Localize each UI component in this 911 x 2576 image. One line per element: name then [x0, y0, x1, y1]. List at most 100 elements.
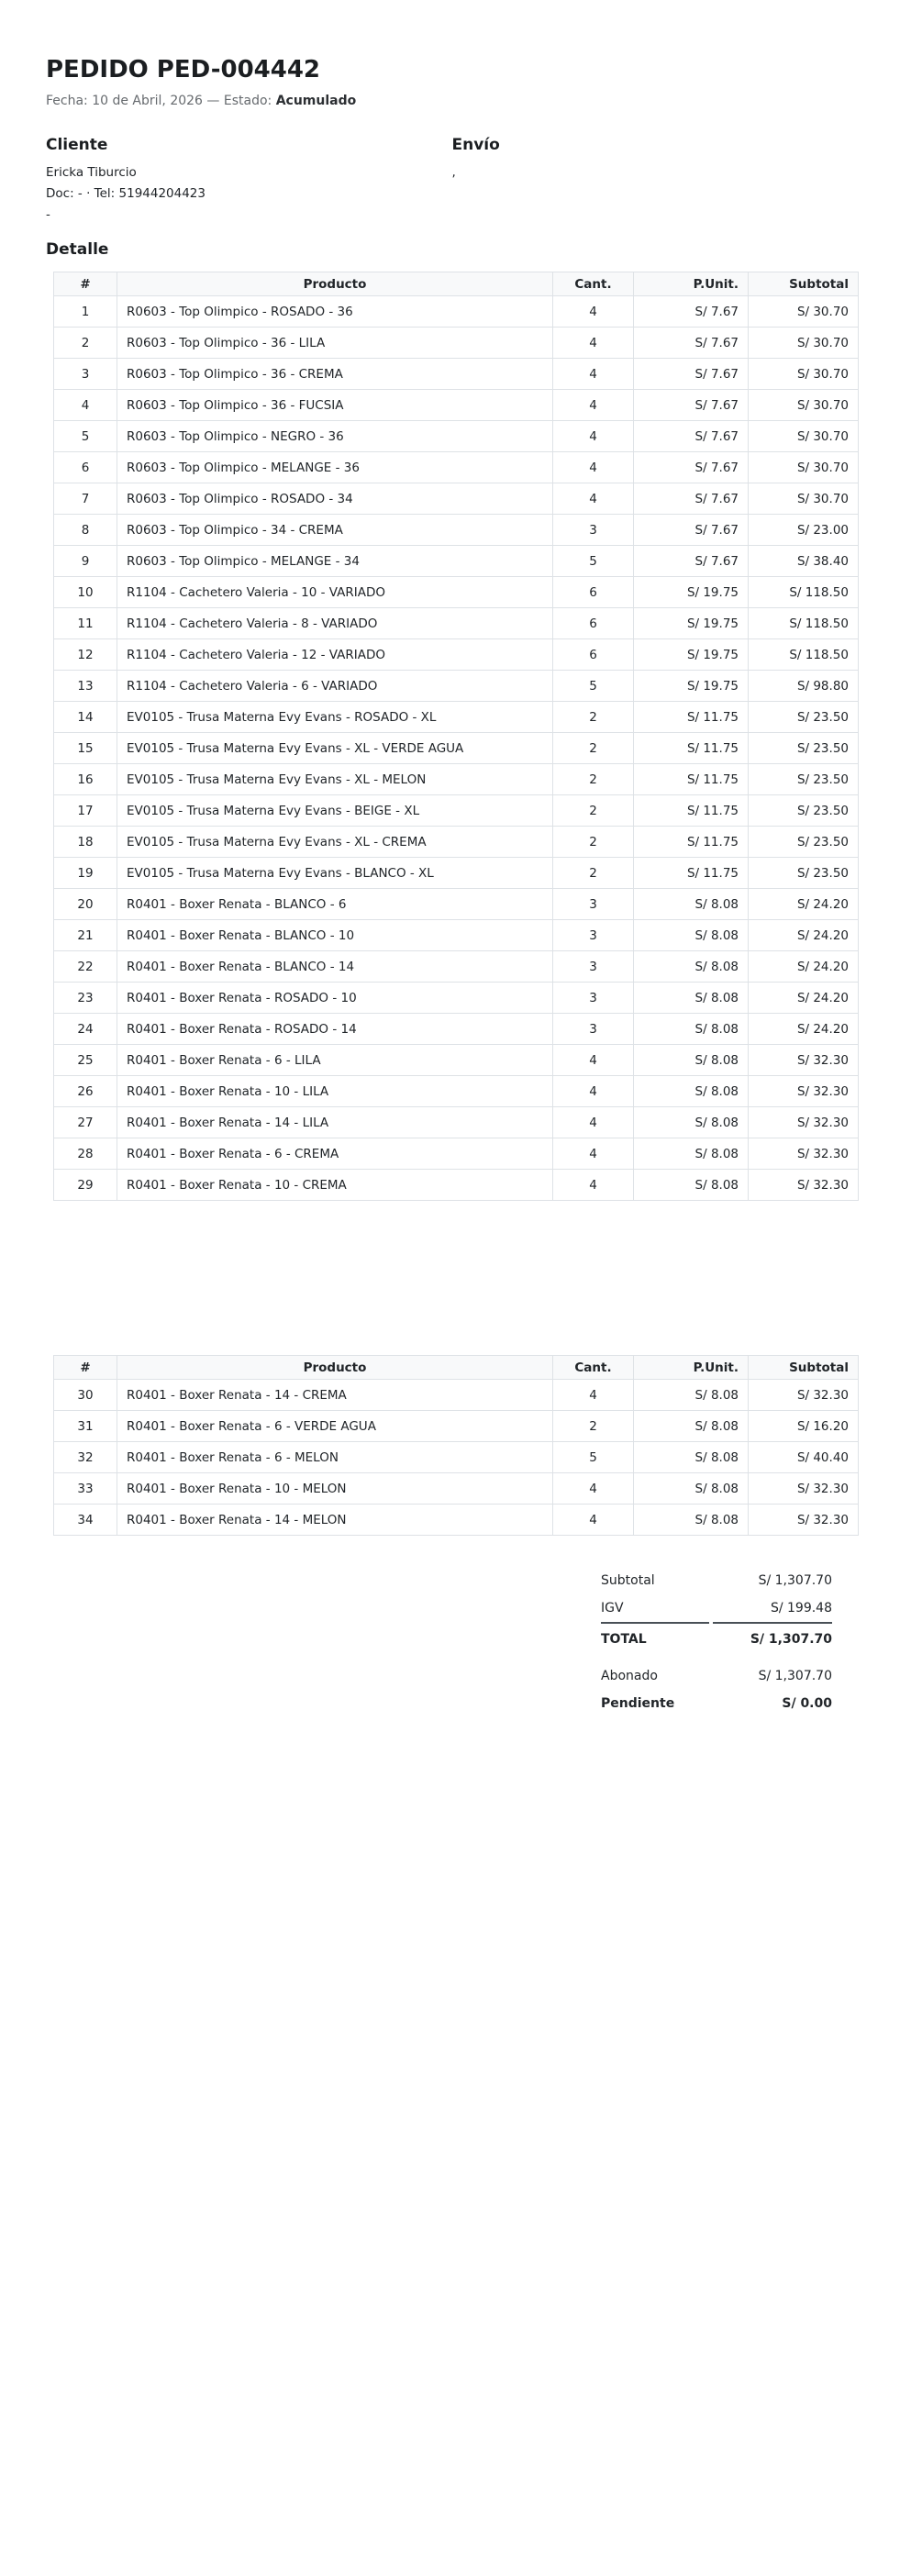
table-row: 22 R0401 - Boxer Renata - BLANCO - 14 3 S/ … [53, 950, 859, 983]
col-header-producto: Producto [117, 1355, 553, 1380]
cell-punit: S/ 11.75 [633, 857, 749, 889]
cell-punit: S/ 8.08 [633, 1138, 749, 1170]
cell-producto: R0401 - Boxer Renata - 6 - LILA [117, 1044, 553, 1076]
cell-punit: S/ 7.67 [633, 420, 749, 452]
cell-punit: S/ 7.67 [633, 295, 749, 328]
cell-producto: R0603 - Top Olimpico - MELANGE - 34 [117, 545, 553, 577]
parties-section: Cliente Ericka Tiburcio Doc: - · Tel: 51… [46, 136, 858, 226]
header-row: # Producto Cant. P.Unit. Subtotal [53, 272, 859, 296]
cell-cant: 4 [552, 1138, 634, 1170]
cell-producto: R0603 - Top Olimpico - MELANGE - 36 [117, 451, 553, 483]
table-row: 6 R0603 - Top Olimpico - MELANGE - 36 4 S/ … [53, 451, 859, 483]
cell-cant: 3 [552, 1013, 634, 1045]
col-header-cant: Cant. [552, 272, 634, 296]
cell-subtotal: S/ 118.50 [748, 607, 859, 639]
cell-cant: 4 [552, 358, 634, 390]
cell-subtotal: S/ 23.50 [748, 732, 859, 764]
cell-producto: EV0105 - Trusa Materna Evy Evans - ROSAD… [117, 701, 553, 733]
cell-producto: R0603 - Top Olimpico - 36 - LILA [117, 327, 553, 359]
igv-label: IGV [601, 1601, 624, 1616]
col-header-punit: P.Unit. [633, 272, 749, 296]
igv-value: S/ 199.48 [770, 1601, 832, 1616]
cell-num: 7 [53, 483, 117, 515]
cell-num: 30 [53, 1379, 117, 1411]
cell-num: 33 [53, 1472, 117, 1505]
cell-producto: R0603 - Top Olimpico - 36 - CREMA [117, 358, 553, 390]
cell-cant: 6 [552, 638, 634, 671]
cell-subtotal: S/ 24.20 [748, 950, 859, 983]
cell-num: 20 [53, 888, 117, 920]
cell-producto: R0401 - Boxer Renata - 6 - CREMA [117, 1138, 553, 1170]
detalle-heading: Detalle [46, 240, 109, 259]
cell-punit: S/ 8.08 [633, 1013, 749, 1045]
items-table-body: 1 R0603 - Top Olimpico - ROSADO - 36 4 S/ 7… [53, 295, 859, 1201]
items-table-page2: # Producto Cant. P.Unit. Subtotal 30 R040… [53, 1355, 859, 1536]
cell-num: 2 [53, 327, 117, 359]
cell-punit: S/ 7.67 [633, 514, 749, 546]
cell-num: 31 [53, 1410, 117, 1442]
cell-punit: S/ 8.08 [633, 1504, 749, 1536]
cell-punit: S/ 19.75 [633, 576, 749, 608]
table-row: 30 R0401 - Boxer Renata - 14 - CREMA 4 S/ 8… [53, 1379, 859, 1411]
cell-cant: 3 [552, 888, 634, 920]
cell-num: 26 [53, 1075, 117, 1107]
items-table-body: 30 R0401 - Boxer Renata - 14 - CREMA 4 S/ 8… [53, 1379, 859, 1536]
cell-num: 17 [53, 794, 117, 827]
cell-producto: R0401 - Boxer Renata - BLANCO - 6 [117, 888, 553, 920]
abonado-label: Abonado [601, 1669, 658, 1683]
cell-cant: 2 [552, 732, 634, 764]
total-value: S/ 1,307.70 [713, 1622, 832, 1653]
table-row: 11 R1104 - Cachetero Valeria - 8 - VARIAD… [53, 607, 859, 639]
table-row: 17 EV0105 - Trusa Materna Evy Evans - BEI… [53, 794, 859, 827]
table-row: 9 R0603 - Top Olimpico - MELANGE - 34 5 S/ … [53, 545, 859, 577]
cell-num: 21 [53, 919, 117, 951]
cell-cant: 2 [552, 826, 634, 858]
cell-num: 22 [53, 950, 117, 983]
total-label: TOTAL [601, 1622, 709, 1653]
col-header-subtotal: Subtotal [748, 1355, 859, 1380]
cell-punit: S/ 11.75 [633, 826, 749, 858]
cell-cant: 4 [552, 327, 634, 359]
cell-producto: R0603 - Top Olimpico - 34 - CREMA [117, 514, 553, 546]
cell-producto: EV0105 - Trusa Materna Evy Evans - XL - … [117, 826, 553, 858]
cell-punit: S/ 11.75 [633, 763, 749, 795]
table-row: 27 R0401 - Boxer Renata - 14 - LILA 4 S/ 8.… [53, 1106, 859, 1138]
abonado-value: S/ 1,307.70 [758, 1669, 832, 1683]
cell-cant: 2 [552, 763, 634, 795]
cell-producto: R1104 - Cachetero Valeria - 10 - VARIADO [117, 576, 553, 608]
cell-producto: R0603 - Top Olimpico - ROSADO - 36 [117, 295, 553, 328]
cliente-name: Ericka Tiburcio [46, 165, 137, 180]
cell-cant: 6 [552, 576, 634, 608]
cell-punit: S/ 7.67 [633, 545, 749, 577]
envio-address: , [451, 165, 456, 180]
cell-cant: 3 [552, 919, 634, 951]
subtotal-row: Subtotal S/ 1,307.70 [601, 1567, 832, 1594]
cell-punit: S/ 11.75 [633, 701, 749, 733]
cell-subtotal: S/ 30.70 [748, 420, 859, 452]
status-badge: Acumulado [275, 94, 357, 108]
cell-num: 14 [53, 701, 117, 733]
table-row: 34 R0401 - Boxer Renata - 14 - MELON 4 S/ 8… [53, 1504, 859, 1536]
cell-subtotal: S/ 24.20 [748, 888, 859, 920]
cell-punit: S/ 7.67 [633, 327, 749, 359]
cell-cant: 4 [552, 1379, 634, 1411]
cell-subtotal: S/ 32.30 [748, 1169, 859, 1201]
cell-subtotal: S/ 24.20 [748, 982, 859, 1014]
pendiente-value: S/ 0.00 [782, 1696, 832, 1711]
cell-producto: R0401 - Boxer Renata - 10 - LILA [117, 1075, 553, 1107]
table-row: 33 R0401 - Boxer Renata - 10 - MELON 4 S/ 8… [53, 1472, 859, 1505]
cell-punit: S/ 8.08 [633, 1106, 749, 1138]
cell-cant: 4 [552, 1504, 634, 1536]
cell-cant: 4 [552, 1106, 634, 1138]
cell-punit: S/ 7.67 [633, 483, 749, 515]
cell-num: 4 [53, 389, 117, 421]
subtotal-label: Subtotal [601, 1573, 655, 1588]
cell-cant: 2 [552, 1410, 634, 1442]
cell-cant: 6 [552, 607, 634, 639]
table-row: 10 R1104 - Cachetero Valeria - 10 - VARIA… [53, 576, 859, 608]
cell-punit: S/ 8.08 [633, 1044, 749, 1076]
cell-subtotal: S/ 32.30 [748, 1075, 859, 1107]
cell-subtotal: S/ 23.50 [748, 794, 859, 827]
cell-punit: S/ 19.75 [633, 638, 749, 671]
cell-subtotal: S/ 118.50 [748, 638, 859, 671]
